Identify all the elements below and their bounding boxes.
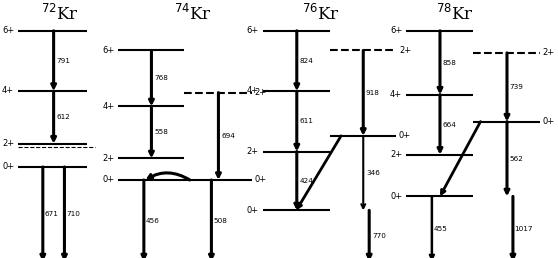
Text: 770: 770: [372, 233, 386, 239]
Text: $^{74}$Kr: $^{74}$Kr: [174, 4, 211, 24]
Text: 2+: 2+: [103, 154, 115, 163]
Text: 768: 768: [154, 75, 168, 82]
Text: 0+: 0+: [390, 192, 402, 201]
Text: 671: 671: [45, 211, 59, 217]
Text: 6+: 6+: [390, 26, 402, 35]
Text: 2+: 2+: [542, 49, 555, 58]
Text: 0+: 0+: [254, 175, 267, 184]
Text: 2+: 2+: [390, 150, 402, 159]
Text: $^{78}$Kr: $^{78}$Kr: [436, 4, 474, 24]
Text: 6+: 6+: [103, 46, 115, 55]
Text: 824: 824: [300, 58, 314, 64]
Text: 611: 611: [300, 118, 314, 124]
Text: 2+: 2+: [247, 147, 259, 156]
Text: 0+: 0+: [399, 131, 411, 140]
Text: 4+: 4+: [247, 86, 259, 95]
Text: 710: 710: [66, 211, 80, 217]
Text: 424: 424: [300, 178, 314, 184]
Text: 4+: 4+: [2, 86, 14, 95]
Text: 6+: 6+: [2, 26, 14, 35]
Text: 664: 664: [442, 122, 456, 128]
Text: 6+: 6+: [247, 26, 259, 35]
Text: 346: 346: [366, 170, 380, 176]
Text: $^{76}$Kr: $^{76}$Kr: [302, 4, 339, 24]
Text: 612: 612: [56, 114, 70, 120]
Text: 2+: 2+: [399, 46, 411, 55]
Text: 4+: 4+: [103, 102, 115, 111]
Text: 508: 508: [213, 218, 227, 224]
Text: $^{72}$Kr: $^{72}$Kr: [41, 4, 79, 24]
Text: 694: 694: [221, 133, 235, 139]
Text: 0+: 0+: [103, 175, 115, 184]
Text: 918: 918: [366, 90, 380, 96]
Text: 0+: 0+: [542, 117, 555, 126]
Text: 739: 739: [509, 84, 523, 90]
Text: 558: 558: [154, 130, 168, 135]
Text: 1017: 1017: [514, 226, 533, 232]
Text: 858: 858: [442, 60, 456, 66]
Text: 455: 455: [434, 226, 448, 232]
Text: 0+: 0+: [247, 206, 259, 215]
Text: 456: 456: [146, 218, 160, 224]
Text: 2+: 2+: [254, 88, 267, 97]
Text: 562: 562: [509, 156, 523, 162]
Text: 791: 791: [56, 58, 70, 64]
Text: 0+: 0+: [2, 163, 14, 172]
Text: 4+: 4+: [390, 90, 402, 99]
Text: 2+: 2+: [2, 139, 14, 148]
